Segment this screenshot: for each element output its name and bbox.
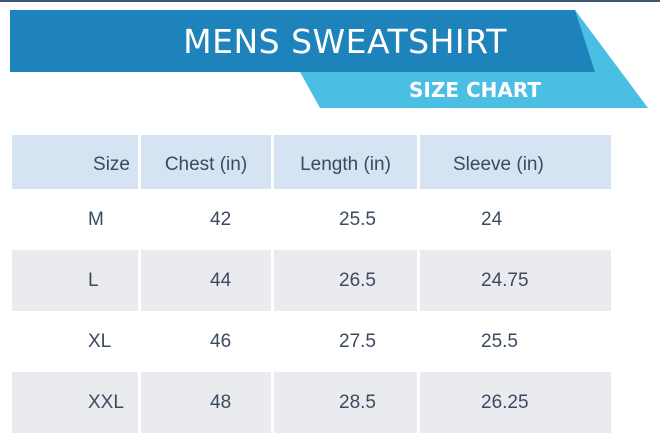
cell: 44 (141, 250, 271, 311)
table-row: M 42 25.5 24 (12, 189, 611, 250)
dark-band (10, 10, 595, 72)
cell: XXL (12, 372, 138, 433)
page-subtitle: SIZE CHART (408, 78, 541, 102)
light-band (300, 10, 648, 108)
cell: 25.5 (481, 330, 518, 352)
column-header: Sleeve (in) (420, 135, 611, 189)
cell: 24 (481, 208, 503, 230)
title-banner (10, 10, 648, 108)
cell: 26.5 (274, 250, 417, 311)
cell: 28.5 (274, 372, 417, 433)
table-row: XL 46 27.5 25.5 (12, 311, 611, 372)
table-row: L 44 26.5 24.75 (12, 250, 611, 311)
column-header: Size (12, 135, 138, 189)
cell: 48 (141, 372, 271, 433)
cell: 26.25 (420, 372, 611, 433)
page-title: MENS SWEATSHIRT (183, 22, 507, 61)
size-table: Size Chest (in) Length (in) Sleeve (in) … (9, 135, 614, 433)
table-header: Size Chest (in) Length (in) Sleeve (in) (12, 135, 611, 189)
column-header: Length (in) (274, 135, 417, 189)
cell: 46 (210, 330, 232, 352)
cell: 24.75 (420, 250, 611, 311)
column-header: Chest (in) (141, 135, 271, 189)
cell: M (88, 208, 104, 230)
table-row: XXL 48 28.5 26.25 (12, 372, 611, 433)
cell: XL (88, 330, 112, 352)
cell: 27.5 (339, 330, 376, 352)
cell: 25.5 (339, 208, 376, 230)
top-border (0, 0, 660, 2)
cell: 42 (210, 208, 232, 230)
cell: L (12, 250, 138, 311)
